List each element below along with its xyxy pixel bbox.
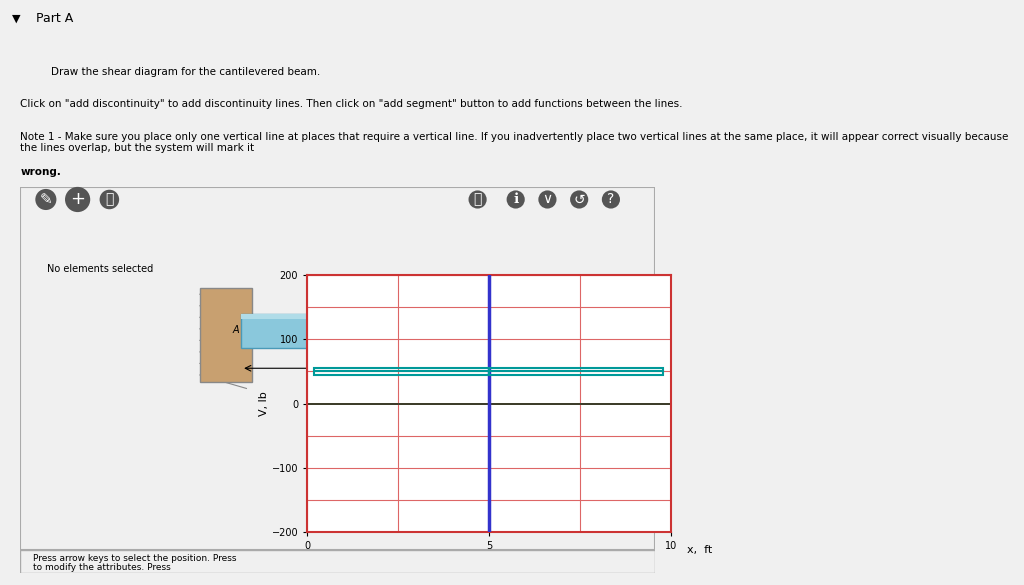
Text: ℹ: ℹ [513,192,518,207]
Text: Note 1 - Make sure you place only one vertical line at places that require a ver: Note 1 - Make sure you place only one ve… [20,132,1009,153]
Text: +: + [70,191,85,208]
Text: 💡: 💡 [473,192,481,207]
Bar [242,315,618,348]
Text: C: C [622,325,628,335]
Text: 100 lb: 100 lb [593,274,624,284]
Bar [200,288,252,382]
Text: ↺: ↺ [573,192,585,207]
Text: ?: ? [607,192,614,207]
Text: Part A: Part A [36,12,73,25]
Text: 5 ft: 5 ft [326,370,343,380]
Text: ▼: ▼ [12,13,20,23]
Text: A: A [232,325,239,335]
Text: 🗑: 🗑 [105,192,114,207]
Text: Press arrow keys to select the position. Press: Press arrow keys to select the position.… [33,553,240,563]
Y-axis label: V, lb: V, lb [259,391,268,416]
Text: wrong.: wrong. [20,167,61,177]
Text: Draw the shear diagram for the cantilevered beam.: Draw the shear diagram for the cantileve… [51,67,321,77]
Text: No elements selected: No elements selected [47,264,153,274]
Bar [314,367,664,376]
Text: ∨: ∨ [543,192,553,207]
Text: Click on "add discontinuity" to add discontinuity lines. Then click on "add segm: Click on "add discontinuity" to add disc… [20,99,683,109]
Text: B: B [427,354,433,364]
Text: 5 ft: 5 ft [515,370,531,380]
Text: 800 lb·ft: 800 lb·ft [386,274,427,284]
X-axis label: x,  ft: x, ft [687,545,713,555]
Text: to modify the attributes. Press: to modify the attributes. Press [33,563,174,572]
Text: ✎: ✎ [40,192,52,207]
Bar [242,314,618,319]
